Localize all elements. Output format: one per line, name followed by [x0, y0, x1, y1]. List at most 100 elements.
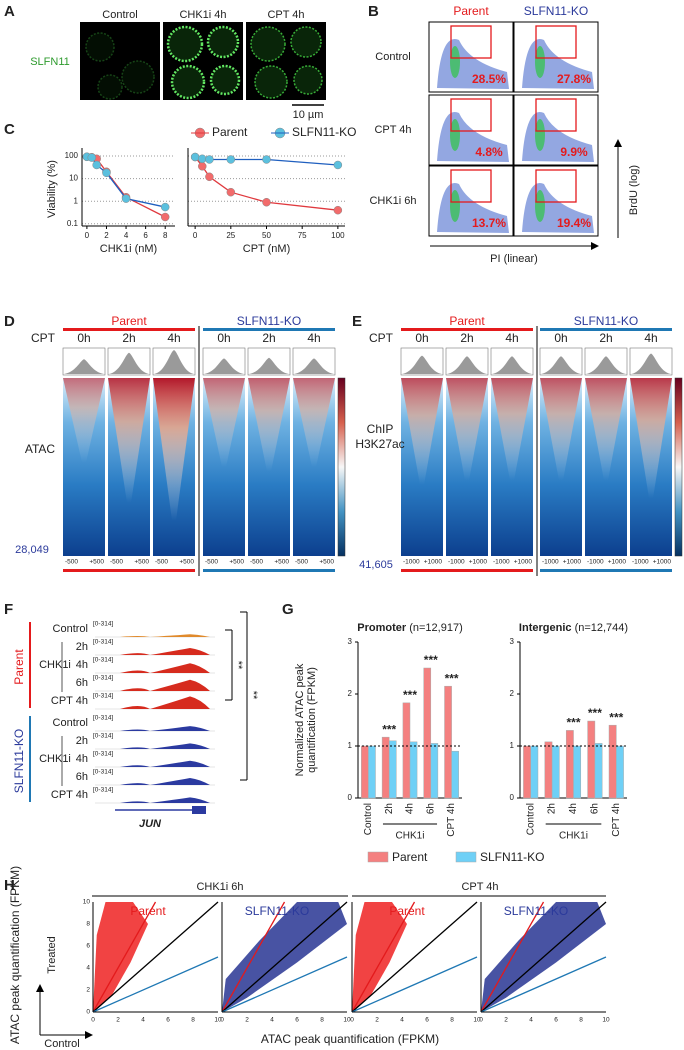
track-signal [120, 778, 210, 785]
gate [450, 98, 492, 132]
ref-line [351, 956, 478, 1013]
time-label: 4h [167, 331, 180, 345]
profile [64, 359, 104, 374]
title: Promoter [357, 622, 407, 634]
y-tick-label: 4 [86, 965, 90, 972]
heatmap-hot [491, 378, 533, 481]
scatter-cloud [352, 902, 407, 1012]
tick-label: +1000 [514, 559, 533, 566]
column-heading: SLFN11-KO [524, 4, 588, 18]
time-label: 0h [554, 331, 567, 345]
y-tick-label: 100 [65, 151, 79, 160]
chart-title: Intergenic (n=12,744) [519, 622, 628, 634]
tick-label: +1000 [424, 559, 443, 566]
tick-label: +500 [229, 559, 244, 566]
colorbar [674, 377, 683, 557]
tick-label: -500 [110, 559, 123, 566]
column-heading: CHK1i 4h [179, 9, 226, 21]
x-tick-label: 6h [590, 803, 601, 814]
track-label: 4h [76, 659, 88, 671]
x-tick-label: 6 [295, 1017, 299, 1024]
x-tick-label: 8 [579, 1017, 583, 1024]
bar [423, 667, 432, 799]
x-tick-label: 0 [85, 231, 90, 240]
track-label: 6h [76, 677, 88, 689]
cell [97, 74, 123, 100]
y-tick-label: 3 [510, 637, 515, 646]
cell [254, 65, 288, 99]
treatment-label: CHK1i [39, 659, 71, 671]
track-range: [0-314] [93, 693, 113, 700]
significance: *** [445, 671, 459, 685]
tick-label: -500 [250, 559, 263, 566]
significance: ** [232, 661, 244, 670]
x-tick-label: CPT 4h [446, 803, 457, 837]
tick-label: -1000 [632, 559, 649, 566]
bar [523, 745, 531, 799]
data-point [226, 187, 236, 197]
x-axis-label: ATAC peak quantification (FPKM) [261, 1032, 439, 1046]
time-label: 2h [599, 331, 612, 345]
x-tick-label: 4 [400, 1017, 404, 1024]
data-point [262, 155, 271, 164]
bar [608, 724, 617, 799]
track-label: CPT 4h [51, 789, 88, 801]
scatter-cloud [93, 902, 148, 1012]
group-heading: Parent [449, 314, 485, 328]
tick-label: +500 [134, 559, 149, 566]
y-tick-label: 6 [86, 943, 90, 950]
x-tick-label: Control [525, 803, 536, 835]
group-bar [540, 328, 672, 331]
track-range: [0-314] [93, 769, 113, 776]
row-title: CPT [31, 331, 56, 345]
legend-label: SLFN11-KO [480, 850, 544, 864]
cell [85, 32, 115, 62]
time-label: 4h [644, 331, 657, 345]
y-tick-label: 10 [69, 174, 78, 183]
ref-line [480, 956, 607, 1013]
arrow-label: Treated [46, 936, 58, 974]
panel-label: H [4, 877, 15, 894]
track-label: Control [53, 717, 88, 729]
colorbar [337, 377, 346, 557]
track-signal [120, 634, 210, 637]
time-label: 0h [77, 331, 90, 345]
bar [594, 743, 603, 799]
group-label: Parent [12, 649, 26, 685]
significance: *** [382, 722, 396, 736]
track-signal [120, 663, 210, 673]
time-label: 2h [460, 331, 473, 345]
group-label: CHK1i [396, 831, 425, 842]
x-tick-label: 8 [163, 231, 168, 240]
tick-label: +1000 [563, 559, 582, 566]
y-axis-label: quantification (FPKM) [306, 667, 318, 773]
x-tick-label: 2 [104, 231, 109, 240]
profile [631, 353, 671, 374]
tick-label: -500 [65, 559, 78, 566]
x-tick-label: 2 [375, 1017, 379, 1024]
y-tick-label: 2 [86, 987, 90, 994]
significance: *** [566, 716, 580, 730]
track-label: Control [53, 623, 88, 635]
x-tick-label: 8 [320, 1017, 324, 1024]
cell [121, 60, 155, 94]
percentage: 28.5% [472, 72, 506, 86]
ref-line [221, 901, 348, 1013]
panel-label: D [4, 313, 15, 330]
heatmap-hot [446, 378, 488, 481]
data-point [333, 205, 343, 215]
track-label: 6h [76, 771, 88, 783]
bar [551, 745, 560, 799]
title: Intergenic [519, 622, 572, 634]
track-label: CPT 4h [51, 695, 88, 707]
percentage: 4.8% [475, 145, 503, 159]
track-signal [120, 648, 210, 655]
track-label: 2h [76, 641, 88, 653]
x-tick-label: 0 [193, 231, 198, 240]
x-tick-label: 50 [262, 231, 271, 240]
group-label: SLFN11-KO [12, 729, 26, 793]
profile [447, 356, 487, 374]
x-tick-label: 4 [141, 1017, 145, 1024]
axis-label: BrdU (log) [628, 165, 640, 215]
heatmap-hot [203, 378, 245, 467]
